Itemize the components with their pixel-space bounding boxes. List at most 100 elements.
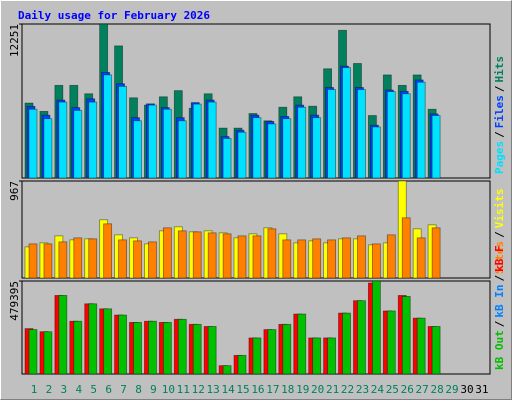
bar	[267, 329, 277, 375]
bar	[297, 106, 307, 179]
legend-entry: Visits	[493, 189, 506, 229]
bar	[43, 331, 53, 375]
bar	[177, 318, 187, 375]
chart-title: Daily usage for February 2026	[18, 9, 210, 22]
bar	[252, 117, 262, 179]
bar	[327, 89, 337, 179]
legend-entry: kB Out	[493, 330, 506, 370]
y-tick-label: 12251	[8, 24, 21, 57]
bar	[386, 234, 396, 279]
bar	[162, 108, 172, 179]
bar	[73, 237, 83, 279]
bar	[88, 101, 98, 179]
legend-entry: Hits	[493, 56, 506, 83]
bar	[222, 233, 232, 279]
bar	[58, 241, 68, 279]
x-tick-label: 29	[445, 383, 458, 396]
x-tick-label: 2	[46, 383, 53, 396]
x-tick-label: 11	[177, 383, 190, 396]
bar	[148, 104, 157, 179]
legend-separator: /	[493, 231, 506, 238]
bar	[252, 337, 262, 375]
bar	[207, 101, 217, 179]
bar	[312, 238, 322, 279]
bar	[252, 235, 262, 279]
x-tick-label: 30	[460, 383, 473, 396]
x-tick-label: 5	[90, 383, 97, 396]
legend: Sites / Visits	[493, 189, 506, 275]
bar	[431, 227, 441, 279]
x-tick-label: 15	[236, 383, 249, 396]
bar	[357, 235, 366, 279]
bar	[43, 118, 53, 179]
x-tick-label: 22	[341, 383, 354, 396]
bar	[177, 120, 187, 179]
bar	[222, 365, 232, 375]
x-tick-label: 25	[386, 383, 399, 396]
legend-separator: /	[493, 275, 506, 282]
bar	[73, 320, 83, 375]
x-tick-label: 6	[105, 383, 112, 396]
legend-entry: Sites	[493, 241, 506, 274]
x-tick-label: 20	[311, 383, 324, 396]
bar	[148, 320, 157, 375]
bar	[207, 326, 217, 375]
bar	[192, 103, 202, 179]
bar	[237, 131, 247, 179]
bar	[133, 240, 142, 279]
x-tick-label: 10	[162, 383, 175, 396]
x-tick-label: 27	[416, 383, 429, 396]
bar	[118, 85, 127, 179]
bar	[28, 108, 38, 179]
bar	[88, 303, 98, 375]
bar	[222, 138, 232, 179]
bar	[237, 235, 247, 279]
legend-separator: /	[493, 85, 506, 92]
legend-separator: /	[493, 320, 506, 327]
bar	[133, 120, 142, 179]
x-tick-label: 14	[221, 383, 235, 396]
x-tick-label: 26	[401, 383, 414, 396]
legend-entry: Files	[493, 95, 506, 128]
bar	[297, 239, 307, 279]
legend-entry: Pages	[493, 141, 506, 174]
x-tick-label: 31	[475, 383, 488, 396]
bar	[28, 329, 38, 375]
y-tick-label: 479395	[8, 281, 21, 321]
bar	[371, 280, 381, 375]
legend: Pages / Files / Hits	[493, 56, 506, 174]
x-tick-label: 24	[371, 383, 385, 396]
x-tick-label: 21	[326, 383, 339, 396]
x-tick-label: 4	[75, 383, 82, 396]
x-tick-label: 16	[251, 383, 264, 396]
bar	[282, 323, 292, 375]
bar	[267, 228, 277, 279]
bar	[88, 238, 98, 279]
x-tick-label: 7	[120, 383, 127, 396]
bar	[401, 296, 411, 375]
bar	[118, 239, 127, 279]
bar	[327, 337, 337, 375]
bar	[28, 243, 38, 279]
bar	[312, 117, 322, 179]
bar	[133, 321, 142, 375]
bar	[416, 317, 426, 375]
x-tick-label: 23	[356, 383, 369, 396]
y-tick-label: 967	[8, 181, 21, 201]
x-tick-label: 17	[266, 383, 279, 396]
bar	[177, 230, 187, 279]
bar	[73, 109, 83, 179]
bar	[327, 239, 337, 279]
x-tick-label: 12	[192, 383, 205, 396]
bar	[371, 243, 381, 279]
bar	[297, 313, 307, 375]
bar	[207, 232, 217, 279]
bar	[148, 241, 157, 279]
x-tick-label: 18	[281, 383, 294, 396]
legend-separator: /	[493, 131, 506, 138]
bar	[58, 295, 68, 375]
x-tick-label: 1	[31, 383, 38, 396]
